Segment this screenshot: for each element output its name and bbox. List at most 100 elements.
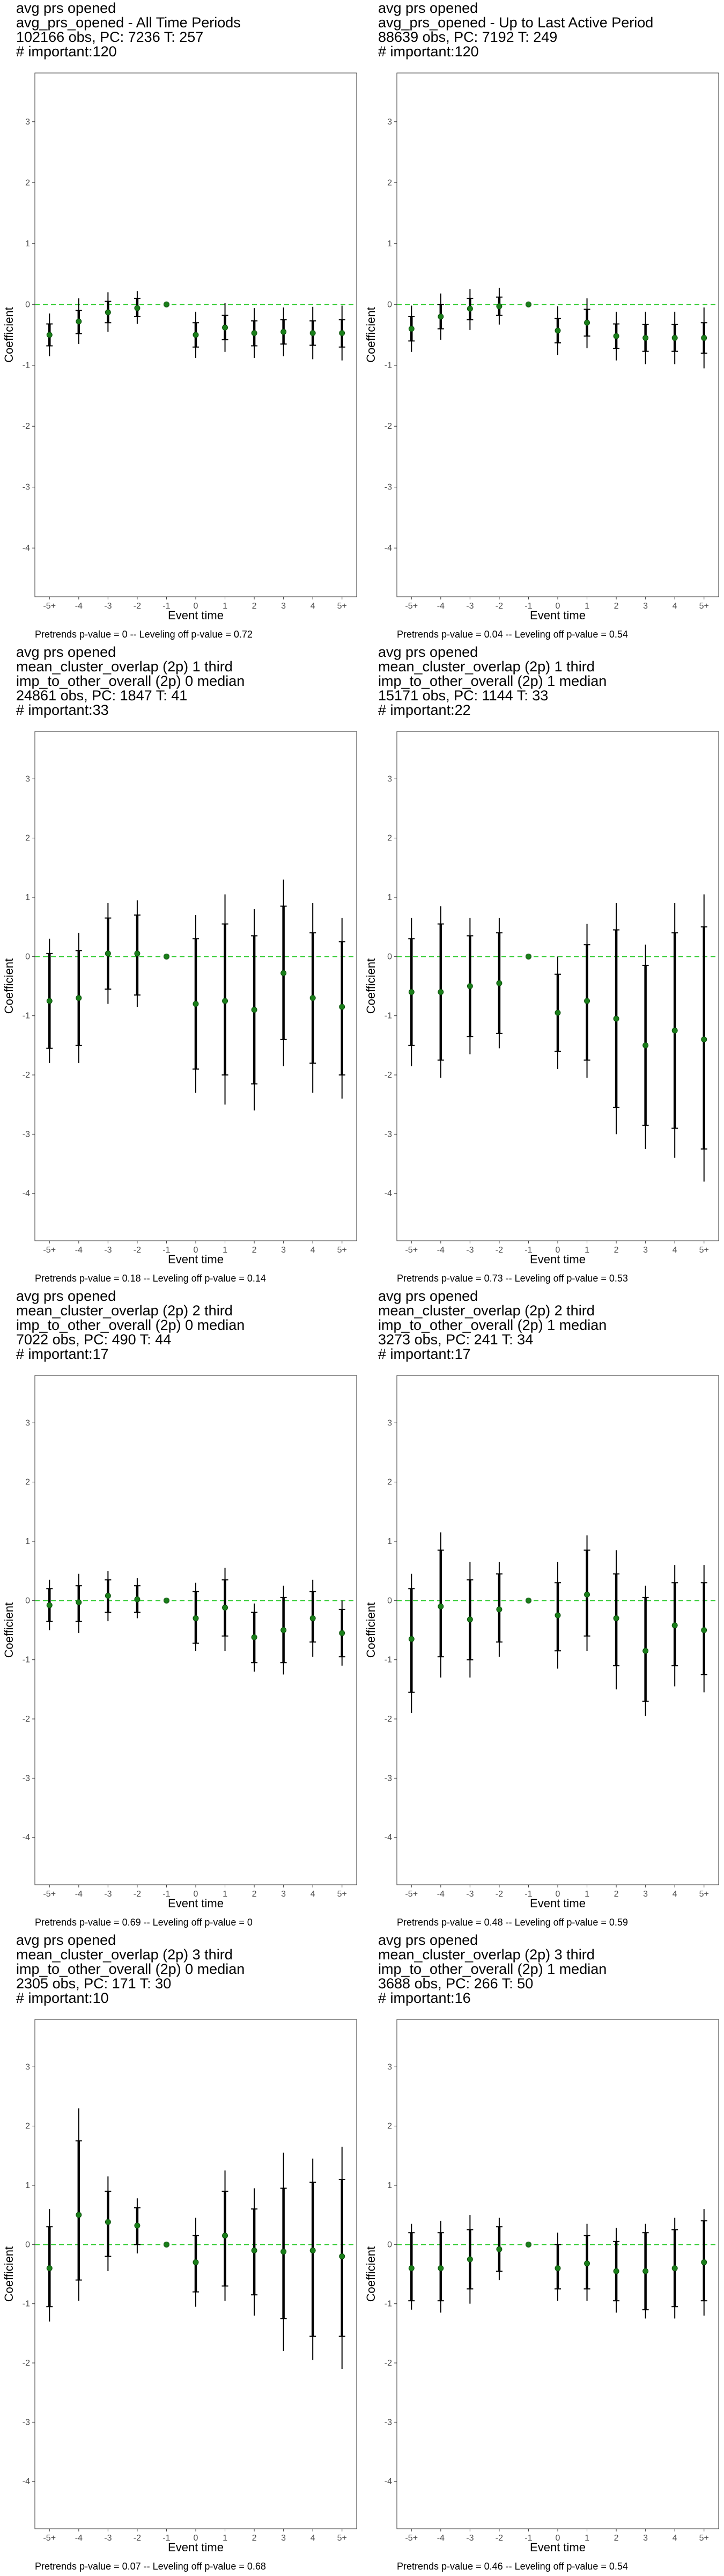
x-tick-label: -1	[524, 1246, 532, 1255]
y-tick-label: 0	[387, 1596, 392, 1605]
chart-title-line: avg prs opened	[16, 644, 116, 660]
x-tick-label: 4	[673, 1890, 677, 1899]
coefficient-point	[525, 1597, 531, 1604]
coefficient-point	[408, 1636, 415, 1642]
coefficient-point	[496, 980, 503, 986]
coefficient-point	[671, 1622, 678, 1629]
y-tick-label: 3	[25, 2062, 30, 2072]
chart-title-line: imp_to_other_overall (2p) 0 median	[16, 673, 245, 689]
y-tick-label: -1	[23, 361, 30, 370]
coefficient-point	[76, 2212, 82, 2218]
coefficient-point	[280, 1627, 287, 1633]
y-tick-label: 2	[387, 1478, 392, 1487]
x-tick-label: 1	[585, 2534, 589, 2543]
coefficient-point	[438, 989, 444, 996]
chart-title-line: 24861 obs, PC: 1847 T: 41	[16, 687, 187, 704]
x-tick-label: -5+	[43, 1246, 56, 1255]
coefficient-point	[555, 327, 561, 334]
x-tick-label: 0	[194, 602, 198, 611]
coefficient-point	[438, 1603, 444, 1609]
x-tick-label: -1	[162, 1890, 170, 1899]
x-tick-label: 5+	[699, 602, 709, 611]
x-tick-label: -4	[437, 1246, 445, 1255]
y-tick-label: 2	[387, 834, 392, 843]
y-tick-label: -1	[385, 1656, 392, 1665]
y-tick-label: -1	[23, 1012, 30, 1021]
y-tick-label: -3	[385, 1774, 392, 1783]
coefficient-point	[496, 1606, 503, 1613]
x-tick-label: -1	[524, 1890, 532, 1899]
x-axis-label: Event time	[530, 2541, 586, 2554]
x-tick-label: 3	[643, 602, 648, 611]
chart-title-line: 2305 obs, PC: 171 T: 30	[16, 1975, 171, 1992]
x-tick-label: -1	[524, 2534, 532, 2543]
coefficient-point	[105, 2219, 111, 2225]
coefficient-point	[701, 2259, 707, 2265]
x-tick-label: 5+	[699, 1246, 709, 1255]
coefficient-point	[701, 1627, 707, 1633]
y-axis-label: Coefficient	[364, 2246, 378, 2302]
coefficient-point	[105, 309, 111, 316]
coefficient-point	[438, 313, 444, 320]
coefficient-point	[613, 333, 619, 339]
x-tick-label: 2	[614, 2534, 619, 2543]
x-tick-label: 0	[194, 1246, 198, 1255]
y-tick-label: 0	[387, 300, 392, 309]
coefficient-point	[555, 1009, 561, 1016]
y-tick-label: 0	[25, 1596, 30, 1605]
x-axis-label: Event time	[168, 1897, 224, 1910]
chart-title-line: avg_prs_opened - Up to Last Active Perio…	[378, 14, 653, 31]
chart-title-line: # important:10	[16, 1990, 109, 2006]
x-tick-label: -4	[437, 602, 445, 611]
coefficient-point	[339, 2253, 345, 2259]
chart-title-line: avg prs opened	[16, 0, 116, 16]
x-tick-label: -5+	[43, 2534, 56, 2543]
y-tick-label: -4	[23, 2477, 30, 2486]
y-tick-label: -2	[385, 2359, 392, 2368]
coefficient-point	[309, 2247, 316, 2253]
p-value-caption: Pretrends p-value = 0.07 -- Leveling off…	[35, 2561, 266, 2572]
coefficient-point	[701, 335, 707, 341]
x-tick-label: -3	[466, 602, 474, 611]
coefficient-point	[555, 2265, 561, 2271]
coefficient-point	[584, 1591, 590, 1598]
x-tick-label: 1	[223, 1246, 227, 1255]
chart-title-line: avg_prs_opened - All Time Periods	[16, 14, 241, 31]
coefficient-point	[134, 950, 141, 957]
x-tick-label: -2	[134, 2534, 141, 2543]
y-tick-label: -2	[23, 422, 30, 431]
x-tick-label: -2	[134, 602, 141, 611]
x-tick-label: 2	[252, 602, 257, 611]
p-value-caption: Pretrends p-value = 0.69 -- Leveling off…	[35, 1917, 253, 1928]
y-tick-label: 3	[25, 118, 30, 127]
chart-title-line: avg prs opened	[378, 1932, 478, 1948]
p-value-caption: Pretrends p-value = 0.46 -- Leveling off…	[397, 2561, 628, 2572]
chart-title-line: avg prs opened	[16, 1288, 116, 1304]
chart-title-line: 7022 obs, PC: 490 T: 44	[16, 1331, 171, 1348]
coefficient-point	[339, 330, 345, 336]
coefficient-point	[525, 2241, 531, 2248]
coefficient-point	[46, 998, 53, 1004]
coefficient-point	[222, 2233, 228, 2239]
coefficient-point	[163, 953, 169, 960]
y-tick-label: -4	[23, 544, 30, 553]
x-tick-label: 1	[585, 602, 589, 611]
chart-title-line: avg prs opened	[378, 1288, 478, 1304]
y-tick-label: -4	[23, 1833, 30, 1842]
y-tick-label: -3	[23, 2418, 30, 2427]
x-tick-label: -3	[104, 2534, 112, 2543]
x-axis-label: Event time	[168, 1253, 224, 1266]
y-axis-label: Coefficient	[2, 1602, 16, 1658]
x-tick-label: 0	[556, 1890, 560, 1899]
x-tick-label: 2	[252, 1246, 257, 1255]
chart-title-line: 3273 obs, PC: 241 T: 34	[378, 1331, 533, 1348]
coefficient-point	[408, 326, 415, 332]
x-axis-label: Event time	[168, 2541, 224, 2554]
y-tick-label: -4	[385, 1189, 392, 1198]
coefficient-point	[642, 1648, 649, 1654]
chart-title-line: 3688 obs, PC: 266 T: 50	[378, 1975, 533, 1992]
y-tick-label: -4	[385, 2477, 392, 2486]
coefficient-point	[251, 330, 257, 336]
